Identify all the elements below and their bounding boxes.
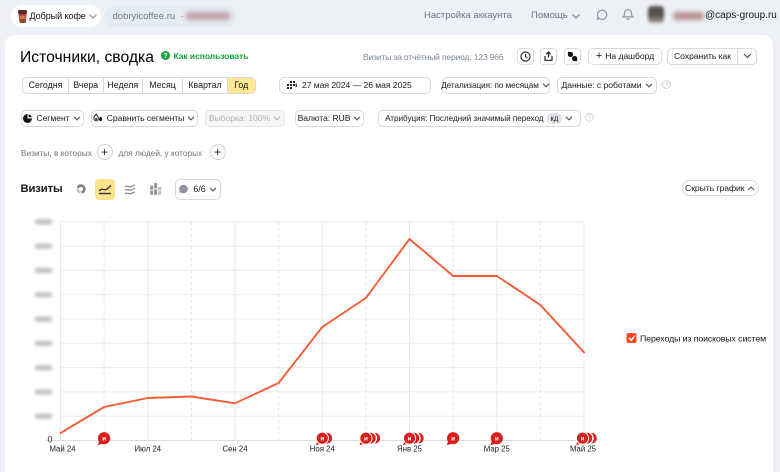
svg-text:Переходы из поисковых систем: Переходы из поисковых систем <box>640 333 766 343</box>
svg-text:Июл 24: Июл 24 <box>134 444 161 453</box>
svg-text:и: и <box>408 436 412 443</box>
svg-text:и: и <box>451 436 455 443</box>
svg-text:?: ? <box>588 116 592 122</box>
svg-text:Ноя 24: Ноя 24 <box>310 444 336 453</box>
svg-text:0: 0 <box>47 435 52 445</box>
svg-text:Сен 24: Сен 24 <box>222 444 248 453</box>
svg-text:Май 24: Май 24 <box>49 444 76 453</box>
svg-text:?: ? <box>163 53 167 60</box>
svg-text:Янв 25: Янв 25 <box>397 444 423 453</box>
svg-text:и: и <box>495 436 499 443</box>
svg-text:и: и <box>320 436 324 443</box>
svg-text:Май 25: Май 25 <box>570 444 597 453</box>
svg-text:и: и <box>364 436 368 443</box>
svg-text:и: и <box>581 436 585 443</box>
svg-text:Мар 25: Мар 25 <box>484 444 511 453</box>
svg-text:?: ? <box>664 83 668 89</box>
svg-text:и: и <box>102 436 106 443</box>
